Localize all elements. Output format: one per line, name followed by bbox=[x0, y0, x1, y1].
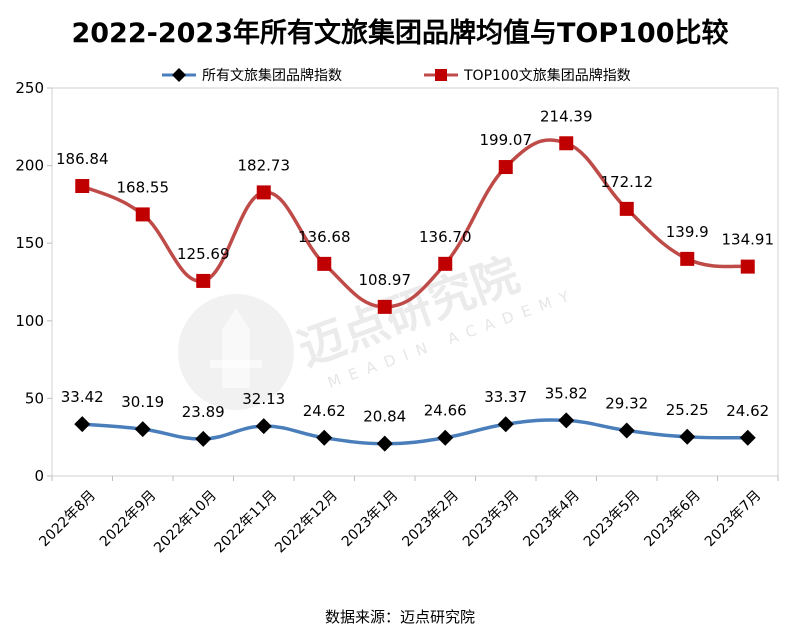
series-1-point bbox=[316, 429, 333, 446]
series-2-data-label: 182.73 bbox=[238, 156, 291, 174]
series-group bbox=[74, 136, 756, 452]
series-2-point bbox=[559, 136, 574, 151]
data-labels: 33.42 30.19 23.89 32.13 24.62 20.84 24.66 33.37… bbox=[56, 107, 774, 425]
series-1-data-label: 29.32 bbox=[605, 394, 648, 412]
series-2-point bbox=[256, 185, 271, 200]
series-1-point bbox=[134, 421, 151, 438]
legend-series-1-label: 所有文旅集团品牌指数 bbox=[202, 67, 342, 84]
series-2-data-label: 168.55 bbox=[117, 178, 170, 196]
y-tick-label: 150 bbox=[15, 234, 44, 252]
series-2-point bbox=[75, 179, 90, 194]
series-1-data-label: 20.84 bbox=[363, 408, 406, 426]
series-1-data-label: 23.89 bbox=[182, 403, 225, 421]
chart-title: 2022-2023年所有文旅集团品牌均值与TOP100比较 bbox=[71, 17, 728, 49]
x-tick-label: 2023年3月 bbox=[460, 487, 523, 550]
series-1-point bbox=[437, 429, 454, 446]
y-tick-label: 100 bbox=[15, 312, 44, 330]
series-1-data-label: 33.42 bbox=[61, 388, 104, 406]
series-1-point bbox=[558, 412, 575, 429]
series-1-data-label: 32.13 bbox=[242, 390, 285, 408]
series-2-data-label: 136.68 bbox=[298, 228, 351, 246]
series-2-data-label: 139.9 bbox=[666, 223, 709, 241]
series-2-point bbox=[317, 256, 332, 271]
series-1-data-label: 24.66 bbox=[424, 402, 467, 420]
series-1-point bbox=[739, 429, 756, 446]
y-tick-label: 50 bbox=[25, 389, 44, 407]
x-tick-label: 2023年5月 bbox=[581, 487, 644, 550]
x-tick-label: 2022年12月 bbox=[272, 487, 341, 556]
y-tick-label: 200 bbox=[15, 157, 44, 175]
series-2-point bbox=[196, 273, 211, 288]
series-1-data-label: 24.62 bbox=[303, 402, 346, 420]
series-2-point bbox=[377, 299, 392, 314]
series-1-point bbox=[195, 430, 212, 447]
series-2-data-label: 214.39 bbox=[540, 107, 593, 125]
series-2-data-label: 108.97 bbox=[359, 271, 412, 289]
series-1-point bbox=[679, 428, 696, 445]
series-2-point bbox=[740, 259, 755, 274]
legend-series-2-marker bbox=[435, 69, 447, 81]
x-tick-label: 2022年11月 bbox=[212, 487, 281, 556]
series-1-line bbox=[80, 418, 750, 446]
series-1-data-label: 30.19 bbox=[121, 393, 164, 411]
series-2-data-label: 186.84 bbox=[56, 150, 109, 168]
series-1-point bbox=[376, 435, 393, 452]
series-2-point bbox=[680, 251, 695, 266]
series-1-point bbox=[618, 422, 635, 439]
x-tick-label: 2023年2月 bbox=[399, 487, 462, 550]
x-tick-label: 2023年6月 bbox=[641, 487, 704, 550]
x-tick-label: 2022年10月 bbox=[151, 487, 220, 556]
series-1-point bbox=[74, 416, 91, 433]
series-2-data-label: 199.07 bbox=[480, 131, 533, 149]
series-1-data-label: 35.82 bbox=[545, 384, 588, 402]
x-tick-label: 2023年4月 bbox=[520, 487, 583, 550]
series-1-data-label: 33.37 bbox=[484, 388, 527, 406]
x-tick-label: 2023年7月 bbox=[702, 487, 765, 550]
series-2-point bbox=[498, 160, 513, 175]
x-tick-label: 2023年1月 bbox=[339, 487, 402, 550]
x-tick-label: 2022年8月 bbox=[36, 487, 99, 550]
source-note: 数据来源：迈点研究院 bbox=[325, 608, 475, 626]
series-1-data-label: 24.62 bbox=[726, 402, 769, 420]
y-tick-label: 250 bbox=[15, 79, 44, 97]
series-2-data-label: 172.12 bbox=[601, 173, 654, 191]
y-tick-label: 0 bbox=[34, 467, 44, 485]
series-1-point bbox=[255, 418, 272, 435]
legend-series-2-label: TOP100文旅集团品牌指数 bbox=[463, 67, 631, 84]
x-tick-label: 2022年9月 bbox=[97, 487, 160, 550]
series-2-data-label: 136.70 bbox=[419, 228, 472, 246]
legend: 所有文旅集团品牌指数 TOP100文旅集团品牌指数 bbox=[162, 67, 631, 84]
series-1-data-label: 25.25 bbox=[666, 401, 709, 419]
series-2-point bbox=[619, 201, 634, 216]
series-2-point bbox=[135, 207, 150, 222]
series-1-point bbox=[497, 416, 514, 433]
legend-series-1-marker bbox=[172, 68, 186, 82]
series-2-data-label: 134.91 bbox=[722, 231, 775, 249]
watermark-logo-icon bbox=[178, 294, 294, 410]
series-2-point bbox=[438, 256, 453, 271]
series-2-data-label: 125.69 bbox=[177, 245, 230, 263]
